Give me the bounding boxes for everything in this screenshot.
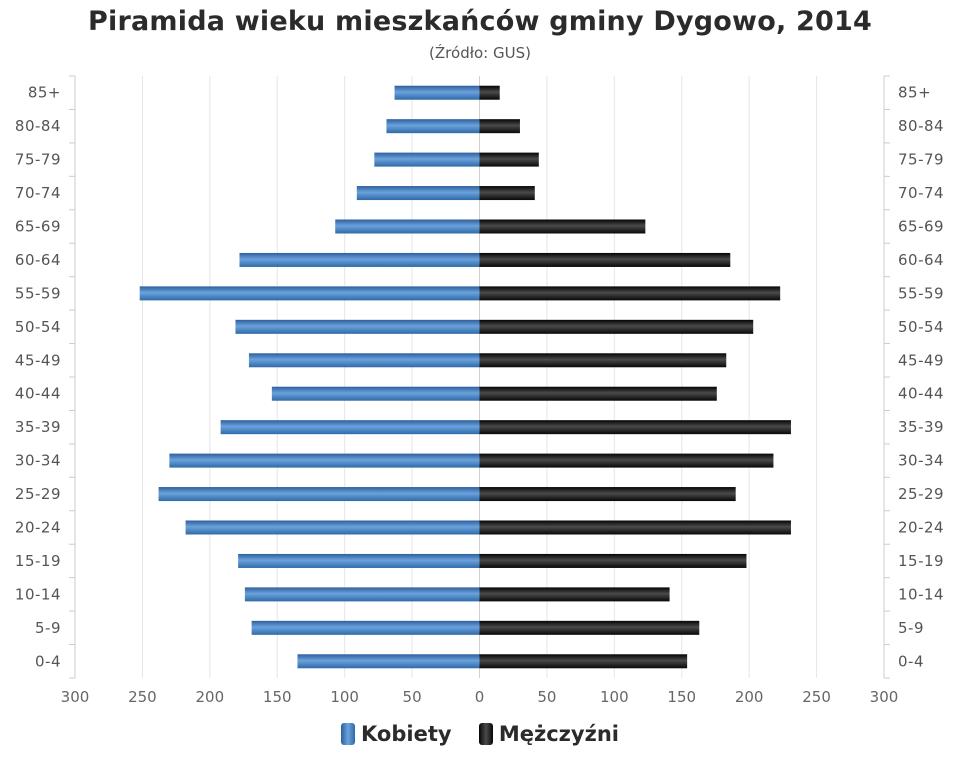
bar-kobiety[interactable] xyxy=(185,520,480,535)
x-tick-label: 200 xyxy=(196,688,225,706)
category-label-left: 10-14 xyxy=(15,585,61,603)
x-tick-label: 150 xyxy=(263,688,292,706)
bar-mezczyzni[interactable] xyxy=(479,286,781,301)
bar-kobiety[interactable] xyxy=(220,420,480,435)
category-label-right: 25-29 xyxy=(898,485,944,503)
category-label-left: 75-79 xyxy=(15,151,61,169)
x-tick-label: 50 xyxy=(403,688,422,706)
category-label-left: 80-84 xyxy=(15,117,61,135)
category-label-right: 30-34 xyxy=(898,452,944,470)
category-label-right: 40-44 xyxy=(898,385,944,403)
category-label-left: 20-24 xyxy=(15,519,61,537)
category-label-left: 65-69 xyxy=(15,218,61,236)
category-label-left: 50-54 xyxy=(15,318,61,336)
category-label-right: 15-19 xyxy=(898,552,944,570)
bar-kobiety[interactable] xyxy=(139,286,480,301)
category-label-right: 75-79 xyxy=(898,151,944,169)
bar-mezczyzni[interactable] xyxy=(479,85,500,100)
category-label-left: 35-39 xyxy=(15,418,61,436)
legend-item-kobiety[interactable]: Kobiety xyxy=(341,722,452,746)
bar-mezczyzni[interactable] xyxy=(479,654,688,669)
bar-kobiety[interactable] xyxy=(374,152,480,167)
category-label-right: 80-84 xyxy=(898,117,944,135)
chart-title: Piramida wieku mieszkańców gminy Dygowo,… xyxy=(88,6,872,37)
x-tick-label: 100 xyxy=(330,688,359,706)
category-label-right: 55-59 xyxy=(898,284,944,302)
bar-kobiety[interactable] xyxy=(235,319,480,334)
bar-mezczyzni[interactable] xyxy=(479,520,791,535)
category-label-left: 45-49 xyxy=(15,351,61,369)
bar-mezczyzni[interactable] xyxy=(479,252,731,267)
bar-mezczyzni[interactable] xyxy=(479,453,774,468)
bar-kobiety[interactable] xyxy=(248,353,480,368)
category-label-left: 15-19 xyxy=(15,552,61,570)
x-tick-label: 250 xyxy=(802,688,831,706)
legend-swatch-mezczyzni xyxy=(478,723,493,745)
category-label-left: 5-9 xyxy=(35,619,61,637)
bar-kobiety[interactable] xyxy=(297,654,480,669)
bar-mezczyzni[interactable] xyxy=(479,152,539,167)
bar-mezczyzni[interactable] xyxy=(479,487,736,502)
chart-subtitle: (Źródło: GUS) xyxy=(429,44,531,62)
category-label-left: 30-34 xyxy=(15,452,61,470)
bar-kobiety[interactable] xyxy=(394,85,480,100)
bar-kobiety[interactable] xyxy=(251,620,480,635)
category-label-right: 60-64 xyxy=(898,251,944,269)
x-tick-label: 100 xyxy=(600,688,629,706)
bar-kobiety[interactable] xyxy=(239,252,480,267)
bar-mezczyzni[interactable] xyxy=(479,186,535,201)
category-label-right: 50-54 xyxy=(898,318,944,336)
legend-swatch-kobiety xyxy=(341,723,356,745)
x-tick-label: 0 xyxy=(475,688,485,706)
bar-mezczyzni[interactable] xyxy=(479,219,646,234)
legend: Kobiety Mężczyźni xyxy=(0,722,960,750)
category-label-left: 60-64 xyxy=(15,251,61,269)
category-label-left: 0-4 xyxy=(35,652,61,670)
category-label-right: 85+ xyxy=(898,84,931,102)
x-tick-label: 300 xyxy=(61,688,90,706)
category-label-right: 5-9 xyxy=(898,619,924,637)
bar-kobiety[interactable] xyxy=(386,119,480,134)
category-label-left: 25-29 xyxy=(15,485,61,503)
category-label-left: 40-44 xyxy=(15,385,61,403)
bar-mezczyzni[interactable] xyxy=(479,386,717,401)
bar-mezczyzni[interactable] xyxy=(479,119,520,134)
bar-mezczyzni[interactable] xyxy=(479,553,747,568)
category-label-left: 85+ xyxy=(28,84,61,102)
legend-label-mezczyzni: Mężczyźni xyxy=(498,722,619,746)
bar-kobiety[interactable] xyxy=(158,487,480,502)
bar-mezczyzni[interactable] xyxy=(479,620,700,635)
x-tick-label: 200 xyxy=(735,688,764,706)
x-tick-label: 50 xyxy=(537,688,556,706)
x-tick-label: 250 xyxy=(128,688,157,706)
category-label-left: 55-59 xyxy=(15,284,61,302)
category-label-left: 70-74 xyxy=(15,184,61,202)
x-tick-label: 150 xyxy=(667,688,696,706)
bar-kobiety[interactable] xyxy=(335,219,480,234)
bar-kobiety[interactable] xyxy=(356,186,480,201)
category-label-right: 45-49 xyxy=(898,351,944,369)
legend-label-kobiety: Kobiety xyxy=(361,722,452,746)
bar-kobiety[interactable] xyxy=(244,587,480,602)
category-label-right: 35-39 xyxy=(898,418,944,436)
bar-kobiety[interactable] xyxy=(169,453,480,468)
category-label-right: 65-69 xyxy=(898,218,944,236)
category-label-right: 0-4 xyxy=(898,652,924,670)
bar-mezczyzni[interactable] xyxy=(479,587,670,602)
legend-item-mezczyzni[interactable]: Mężczyźni xyxy=(478,722,619,746)
bar-mezczyzni[interactable] xyxy=(479,420,791,435)
bar-mezczyzni[interactable] xyxy=(479,319,754,334)
category-label-right: 10-14 xyxy=(898,585,944,603)
bar-kobiety[interactable] xyxy=(238,553,480,568)
x-tick-label: 300 xyxy=(870,688,899,706)
bar-kobiety[interactable] xyxy=(271,386,480,401)
bar-mezczyzni[interactable] xyxy=(479,353,727,368)
category-label-right: 70-74 xyxy=(898,184,944,202)
category-label-right: 20-24 xyxy=(898,519,944,537)
